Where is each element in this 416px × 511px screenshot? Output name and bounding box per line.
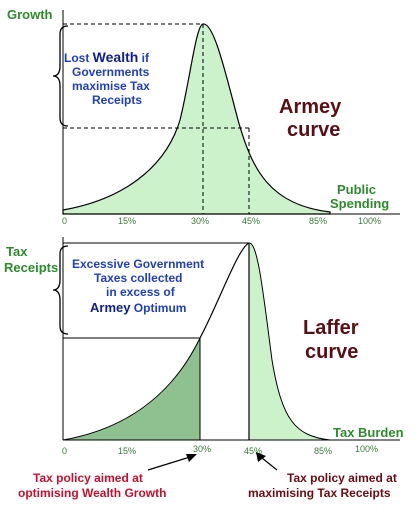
armey-annotation-line3: maximise Tax xyxy=(72,79,150,93)
armey-annotation-line4: Receipts xyxy=(92,93,142,107)
right-note-line2: maximising Tax Receipts xyxy=(248,486,391,500)
armey-x-label-line1: Public xyxy=(337,182,376,197)
laffer-annotation-line4: Armey Optimum xyxy=(90,300,186,315)
armey-chart: Growth Public Spending Armey curve Lost … xyxy=(7,7,400,226)
armey-annotation-line1: Lost Wealth if xyxy=(64,49,150,65)
laffer-y-label-line1: Tax xyxy=(6,244,28,259)
armey-annotation-line2: Governments xyxy=(72,65,150,79)
laffer-annotation-line3: in excess of xyxy=(106,285,176,299)
laffer-tick-100: 100% xyxy=(355,444,378,454)
armey-brace xyxy=(52,25,69,127)
armey-tick-45: 45% xyxy=(242,216,260,226)
armey-tick-0: 0 xyxy=(62,216,67,226)
armey-title-line2: curve xyxy=(287,119,340,141)
armey-x-label-line2: Spending xyxy=(330,196,389,211)
laffer-chart: Tax Receipts Tax Burden Laffer curve Exc… xyxy=(4,237,404,456)
armey-curve-area xyxy=(62,23,331,215)
laffer-annotation-line1: Excessive Government xyxy=(72,257,204,271)
left-note-line1: Tax policy aimed at xyxy=(33,471,143,485)
laffer-annotation-armey: Armey xyxy=(90,300,131,315)
policy-notes: Tax policy aimed at optimising Wealth Gr… xyxy=(18,452,397,500)
left-note-arrowhead xyxy=(186,454,197,462)
laffer-tick-85: 85% xyxy=(314,446,332,456)
laffer-brace xyxy=(52,245,69,335)
armey-annotation-wealth: Wealth xyxy=(93,49,139,65)
right-note-line1: Tax policy aimed at xyxy=(287,471,397,485)
laffer-title-line1: Laffer xyxy=(303,317,359,339)
armey-tick-15: 15% xyxy=(118,216,136,226)
laffer-x-label: Tax Burden xyxy=(333,425,404,440)
laffer-tick-0: 0 xyxy=(62,446,67,456)
armey-tick-85: 85% xyxy=(309,216,327,226)
laffer-annotation-optimum: Optimum xyxy=(130,301,186,315)
laffer-area-optimum xyxy=(62,337,201,441)
laffer-y-label-line2: Receipts xyxy=(4,260,58,275)
armey-tick-100: 100% xyxy=(358,216,381,226)
left-note-arrow-shaft xyxy=(147,456,191,471)
armey-tick-30: 30% xyxy=(191,216,209,226)
left-note-line2: optimising Wealth Growth xyxy=(18,486,166,500)
laffer-annotation-line2: Taxes collected xyxy=(94,271,183,285)
laffer-area-maximum xyxy=(248,242,331,441)
right-note-arrowhead xyxy=(256,452,266,462)
armey-title-line1: Armey xyxy=(279,96,342,118)
right-note-arrow-shaft xyxy=(261,457,278,471)
armey-annotation-lost: Lost xyxy=(64,51,93,65)
laffer-curve-mid xyxy=(199,242,250,339)
laffer-tick-30: 30% xyxy=(193,444,211,454)
laffer-tick-45: 45% xyxy=(244,446,262,456)
laffer-tick-15: 15% xyxy=(118,446,136,456)
armey-y-label: Growth xyxy=(7,7,53,22)
armey-annotation-if: if xyxy=(138,51,150,65)
laffer-title-line2: curve xyxy=(305,341,358,363)
